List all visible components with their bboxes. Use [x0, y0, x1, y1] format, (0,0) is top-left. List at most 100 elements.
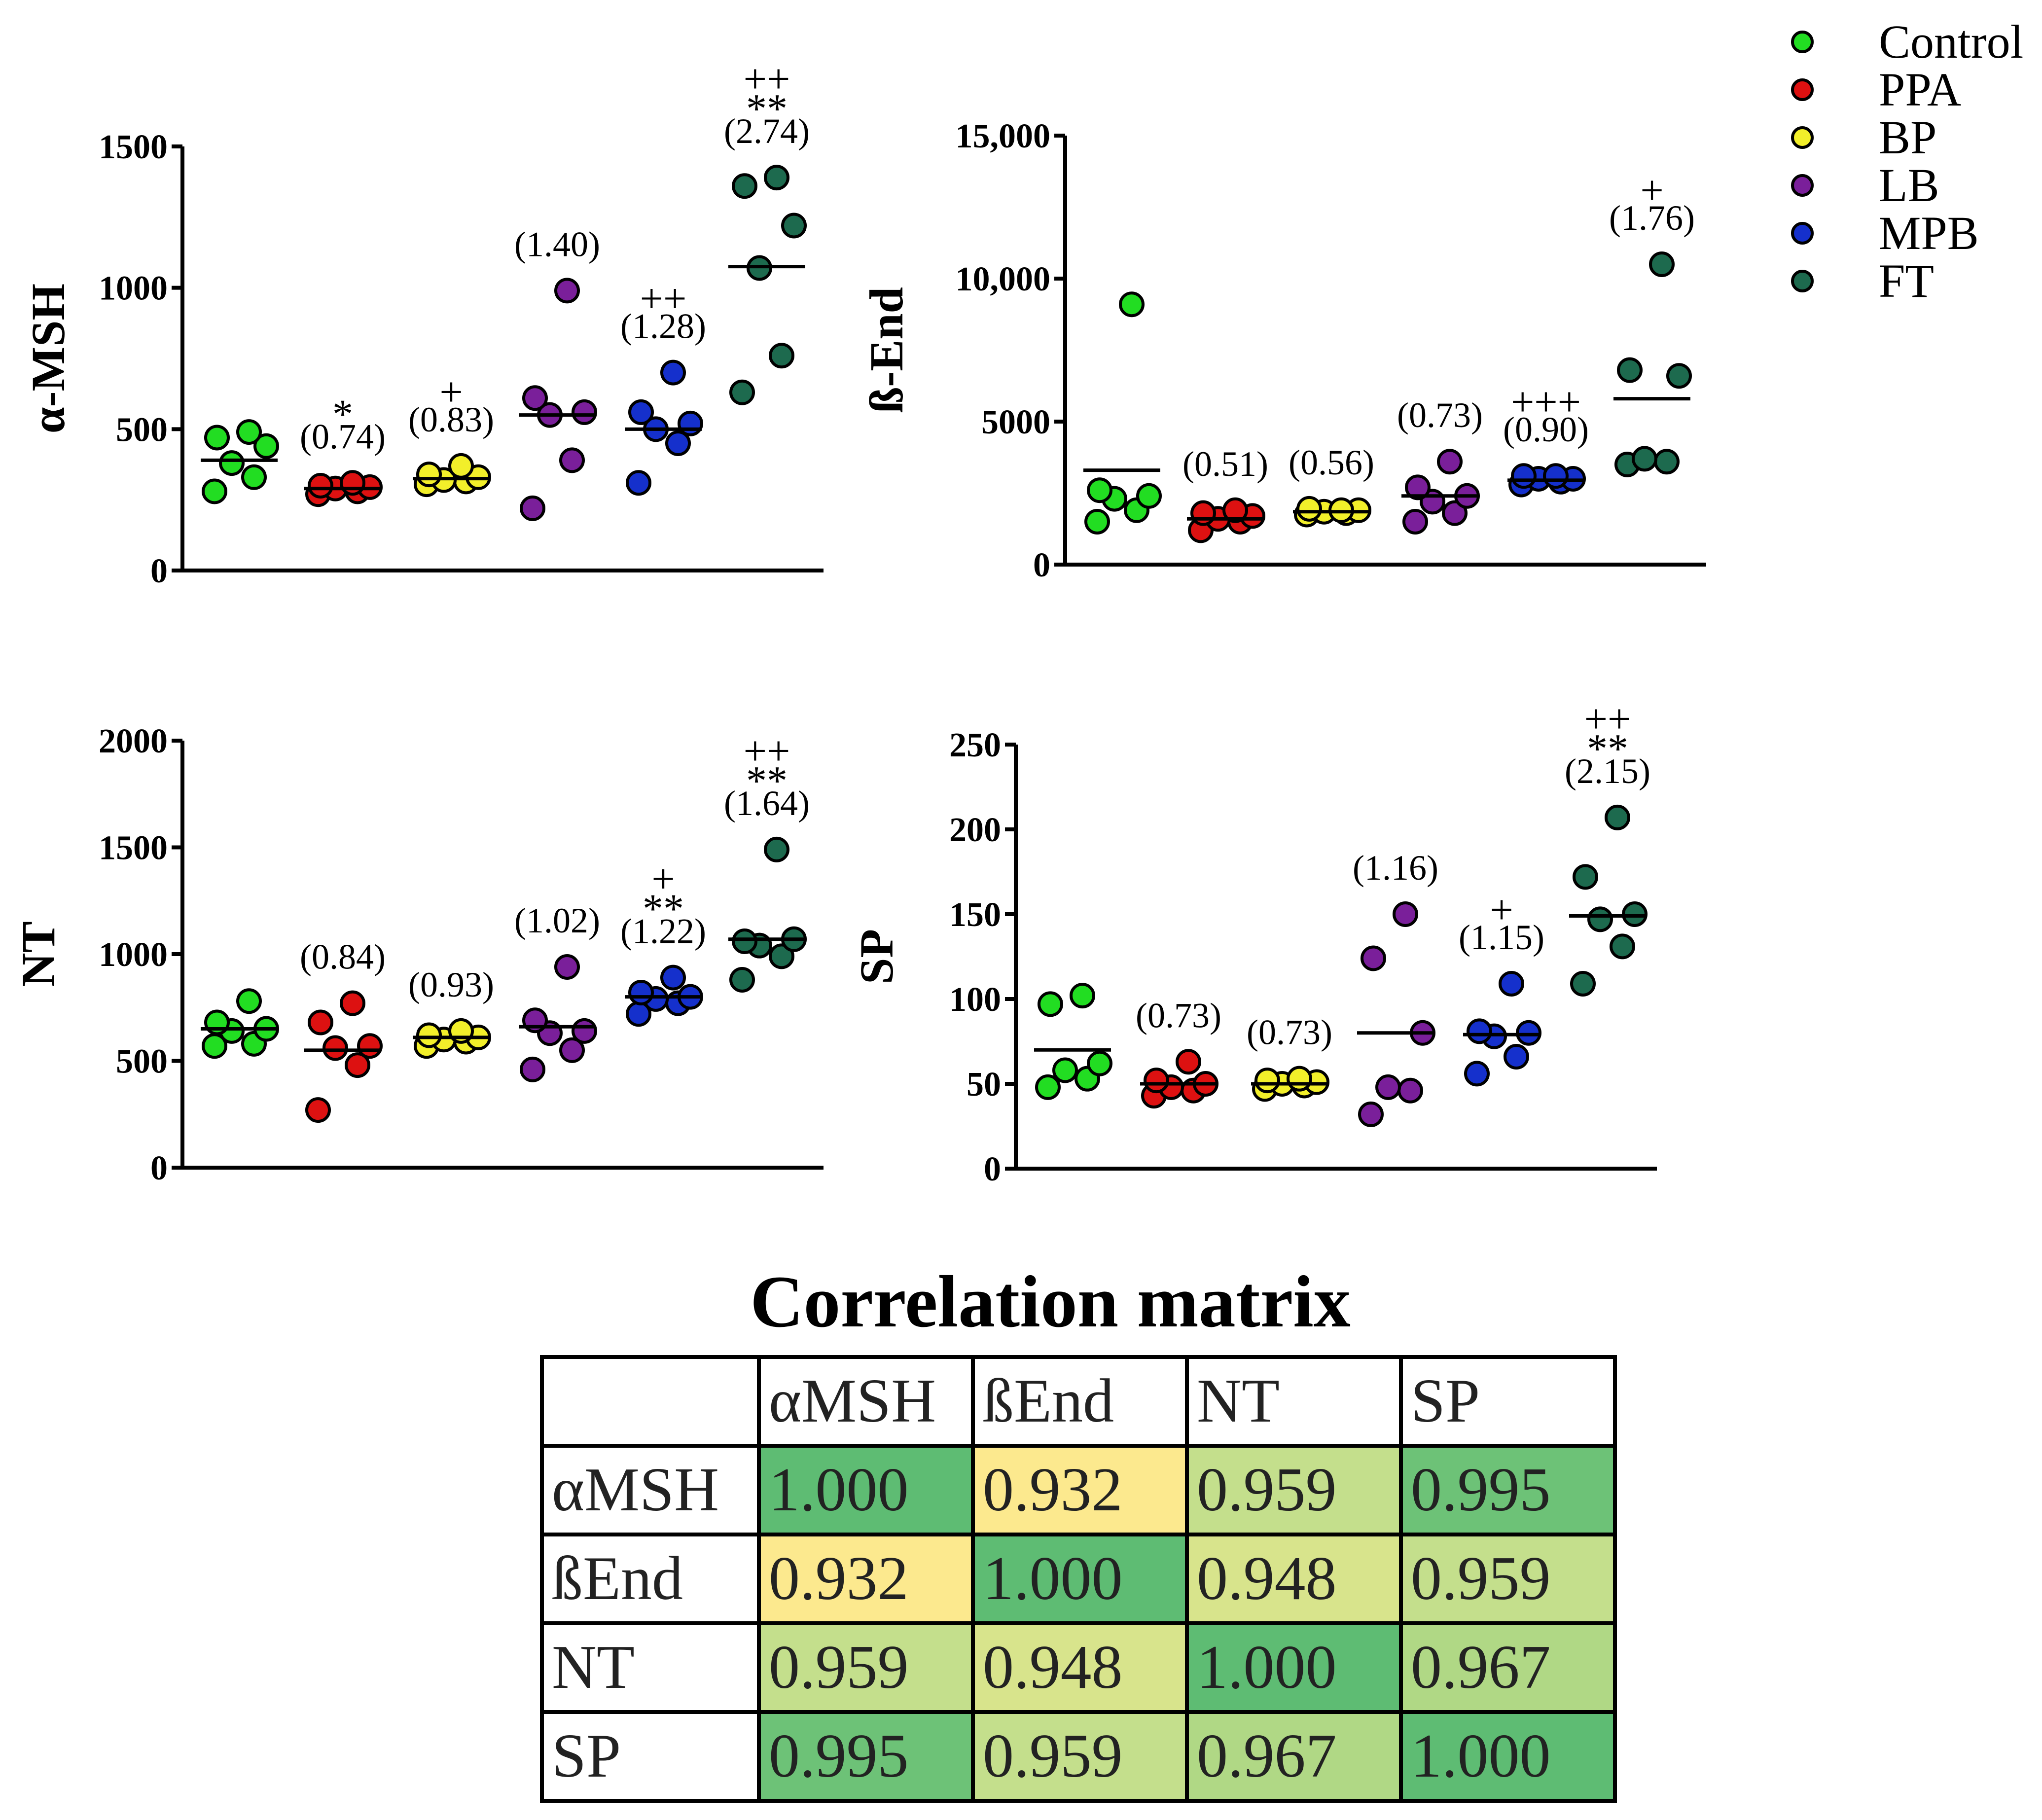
data-point [732, 928, 757, 955]
data-point [1666, 363, 1692, 389]
table-cell: 0.948 [971, 1621, 1189, 1714]
ratio-label: (1.28) [620, 307, 706, 346]
data-point [660, 359, 686, 386]
data-point [1405, 474, 1431, 500]
data-point [678, 410, 703, 436]
data-point [626, 470, 651, 496]
data-point [416, 1022, 442, 1048]
data-point [1222, 497, 1248, 523]
ratio-label: (1.22) [620, 912, 706, 951]
row-header: NT [540, 1621, 761, 1714]
ratio-label: (1.16) [1353, 848, 1438, 888]
data-point [781, 213, 807, 239]
y-tick-label: 50 [967, 1066, 1001, 1104]
significance-plus: ++ [1584, 696, 1631, 742]
table-cell: 0.995 [757, 1710, 975, 1803]
significance-plus: ++ [640, 276, 687, 322]
data-point [1543, 463, 1569, 489]
data-point [1442, 500, 1468, 526]
data-point [764, 836, 789, 862]
significance-stars: ** [746, 758, 788, 804]
data-point [520, 1056, 545, 1082]
data-point [665, 430, 691, 456]
data-point [236, 419, 262, 445]
y-tick-label: 0 [1033, 546, 1050, 584]
table-cell: 0.959 [1185, 1444, 1403, 1536]
legend-marker [1791, 222, 1814, 245]
table-cell: 0.995 [1399, 1444, 1617, 1536]
ratio-label: (0.73) [1247, 1013, 1332, 1052]
data-point [1605, 804, 1630, 830]
table-cell: 0.948 [1185, 1533, 1403, 1625]
data-point [764, 165, 789, 191]
data-point [729, 966, 755, 993]
row-header: SP [540, 1710, 761, 1803]
y-axis-label: ß-End [860, 287, 913, 413]
data-point [448, 453, 474, 479]
correlation-title: Correlation matrix [750, 1261, 1351, 1343]
data-point [1397, 1077, 1423, 1104]
nt-plot: 0 500 1000 1500 2000 NT (0.84) (0.93) (1.02) (1.2… [12, 722, 824, 1187]
y-axis-label: SP [850, 929, 903, 984]
data-point [1087, 477, 1112, 503]
ratio-label: (0.73) [1136, 996, 1221, 1035]
data-point [559, 1037, 585, 1063]
significance-stars: ** [643, 886, 684, 932]
y-tick-label: 0 [984, 1150, 1001, 1188]
data-point [1190, 500, 1216, 526]
y-tick-label: 0 [150, 1149, 168, 1187]
alpha-msh-plot: 0 500 1000 1500 α-MSH (0.74)* (0.83)+ (1.40) (1.… [22, 56, 824, 590]
legend-marker [1791, 174, 1814, 197]
data-point [1254, 1068, 1280, 1094]
ratio-label: (2.74) [724, 111, 810, 151]
table-cell: 1.000 [1399, 1710, 1617, 1803]
data-point [1570, 971, 1596, 997]
table-cell: 0.967 [1185, 1710, 1403, 1803]
data-point [732, 173, 757, 199]
ratio-label: (1.76) [1609, 198, 1695, 238]
legend-label: MPB [1879, 207, 1979, 259]
data-point [554, 954, 580, 980]
data-point [1511, 463, 1537, 489]
y-axis-label: NT [12, 921, 65, 987]
data-point [1587, 906, 1613, 932]
table-cell: 0.932 [757, 1533, 975, 1625]
data-point [1038, 991, 1063, 1017]
table-cell: 0.959 [971, 1710, 1189, 1803]
ratio-label: (1.40) [514, 224, 600, 264]
significance-plus: + [1490, 887, 1513, 933]
data-point [1119, 291, 1145, 318]
data-point [322, 1035, 348, 1061]
table-cell: 0.959 [757, 1621, 975, 1714]
y-tick-label: 0 [150, 552, 168, 590]
y-axis-label: α-MSH [22, 284, 74, 433]
data-point [520, 495, 545, 521]
data-point [769, 343, 794, 369]
table-row: αMSH 1.000 0.932 0.959 0.995 [540, 1444, 1617, 1536]
data-point [1610, 933, 1635, 960]
ratio-label: (0.90) [1503, 410, 1589, 449]
data-point [1393, 901, 1418, 927]
y-tick-label: 250 [949, 726, 1001, 764]
table-cell: 1.000 [757, 1444, 975, 1536]
y-tick-label: 500 [116, 411, 168, 449]
ratio-label: (0.74) [300, 417, 386, 456]
data-point [357, 1033, 383, 1059]
data-point [1437, 449, 1463, 475]
data-point [628, 979, 654, 1005]
data-point [1176, 1049, 1201, 1075]
ratio-label: (0.83) [408, 400, 494, 439]
column-header: SP [1399, 1355, 1617, 1448]
ratio-label: (1.15) [1459, 918, 1544, 957]
data-point [202, 478, 227, 504]
data-point [308, 473, 333, 499]
y-tick-label: 1500 [99, 128, 168, 166]
data-point [1144, 1068, 1169, 1094]
y-tick-label: 1000 [99, 270, 168, 308]
data-point [241, 464, 267, 490]
data-point [1402, 509, 1428, 535]
data-point [204, 425, 230, 451]
significance-plus: + [1640, 168, 1663, 214]
data-point [253, 433, 279, 459]
